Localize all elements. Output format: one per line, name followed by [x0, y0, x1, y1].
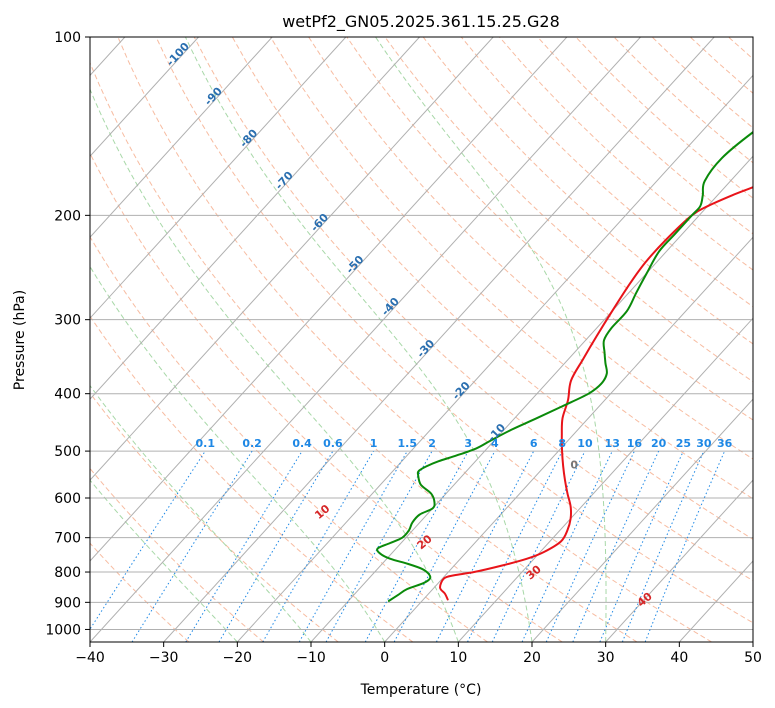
mixing-ratio-label: 25 [676, 437, 691, 450]
mixing-ratio-label: 10 [577, 437, 593, 450]
mixing-ratio-line [393, 450, 496, 642]
isotherm-line [90, 37, 568, 562]
dry-adiabat-line [308, 37, 753, 460]
isotherm-line [90, 37, 420, 400]
mixing-ratio-line [325, 450, 433, 642]
x-tick-label: −40 [75, 650, 105, 666]
temperature-profile-line [439, 186, 753, 601]
isotherm-line [310, 155, 753, 642]
mixing-ratio-label: 0.4 [292, 437, 312, 450]
mixing-ratio-label: 8 [558, 437, 566, 450]
moist-adiabat-line [375, 37, 607, 642]
isotherm-line [236, 74, 753, 642]
isotherm-line [90, 37, 494, 481]
mixing-ratio-line [90, 450, 206, 631]
dry-adiabat-line [193, 37, 753, 582]
mixing-ratio-line [467, 450, 563, 642]
mixing-ratio-label: 16 [627, 437, 643, 450]
x-tick-label: 40 [670, 650, 688, 666]
mixing-ratio-label: 1.5 [398, 437, 418, 450]
isotherm-line [384, 236, 753, 642]
mixing-ratio-label: 36 [717, 437, 733, 450]
moist-adiabat-line [90, 88, 459, 642]
x-tick-label: −10 [296, 650, 326, 666]
y-tick-label: 100 [54, 30, 81, 46]
x-axis-label: Temperature (°C) [360, 682, 482, 698]
x-tick-label: −30 [149, 650, 179, 666]
mixing-ratio-label: 0.6 [323, 437, 343, 450]
dry-adiabat-line [90, 152, 563, 642]
dry-adiabat-line [270, 37, 753, 500]
dry-adiabat-line [155, 37, 753, 624]
dry-adiabat-line [422, 37, 753, 345]
mixing-ratio-line [435, 450, 535, 642]
y-tick-label: 600 [54, 491, 81, 507]
mixing-ratio-line [185, 450, 303, 642]
x-tick-label: −20 [223, 650, 253, 666]
dewpoint-profile-line [376, 130, 753, 602]
isotherm-line [90, 37, 641, 642]
y-axis-label: Pressure (hPa) [12, 290, 28, 390]
y-tick-label: 300 [54, 313, 81, 329]
y-tick-label: 200 [54, 208, 81, 224]
dry-adiabat-line [384, 37, 753, 383]
y-tick-label: 400 [54, 387, 81, 403]
x-tick-label: 30 [597, 650, 615, 666]
y-tick-label: 900 [54, 595, 81, 611]
plot-frame [89, 36, 754, 643]
mixing-ratio-label: 0.1 [195, 437, 215, 450]
mixing-ratio-label: 13 [605, 437, 620, 450]
isotherm-line [605, 479, 753, 642]
mixing-ratio-line [131, 450, 253, 642]
x-tick-label: 0 [380, 650, 389, 666]
x-tick-label: 50 [744, 650, 762, 666]
isotherm-line [531, 398, 753, 642]
moist-adiabat-label: 0 [570, 459, 578, 472]
moist-adiabat-line [90, 479, 238, 642]
mixing-ratio-label: 3 [464, 437, 472, 450]
mixing-ratio-label: 0.2 [242, 437, 262, 450]
mixing-ratio-label: 30 [696, 437, 712, 450]
mixing-ratio-label: 2 [428, 437, 436, 450]
y-tick-label: 1000 [45, 622, 81, 638]
mixing-ratio-label: 20 [651, 437, 667, 450]
isotherm-line [457, 317, 753, 642]
isotherm-line [163, 37, 715, 642]
y-tick-label: 800 [54, 565, 81, 581]
moist-adiabat-line [90, 265, 386, 642]
isotherm-line [90, 37, 347, 319]
mixing-ratio-label: 1 [370, 437, 378, 450]
isotherm-line [90, 37, 273, 238]
isotherm-line [90, 37, 199, 158]
mixing-ratio-line [572, 450, 660, 642]
chart-title: wetPf2_GN05.2025.361.15.25.G28 [282, 12, 560, 32]
mixing-ratio-label: 6 [530, 437, 538, 450]
mixing-ratio-line [644, 450, 726, 642]
dry-adiabat-line [90, 61, 638, 642]
y-tick-label: 700 [54, 531, 81, 547]
mixing-ratio-line [298, 450, 408, 642]
mixing-ratio-label: 4 [491, 437, 499, 450]
y-tick-label: 500 [54, 444, 81, 460]
x-tick-label: 20 [523, 650, 541, 666]
mixing-ratio-line [621, 450, 705, 642]
moist-adiabat-line [184, 37, 533, 642]
x-tick-label: 10 [449, 650, 467, 666]
dry-adiabat-line [117, 37, 712, 642]
mixing-ratio-line [599, 450, 684, 642]
